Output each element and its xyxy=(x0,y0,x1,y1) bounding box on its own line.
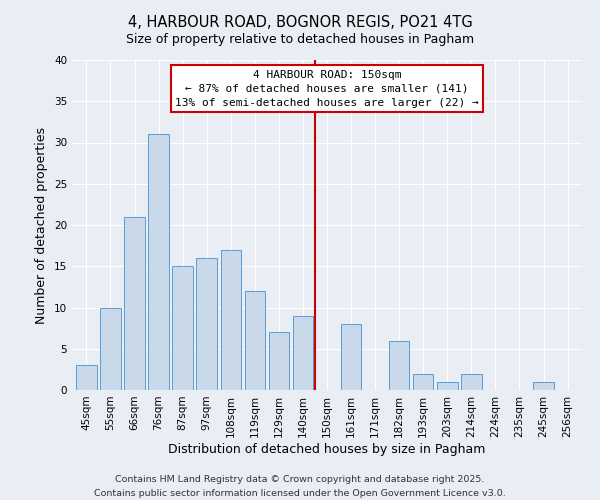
Bar xyxy=(461,374,482,390)
Y-axis label: Number of detached properties: Number of detached properties xyxy=(35,126,49,324)
Bar xyxy=(533,382,554,390)
X-axis label: Distribution of detached houses by size in Pagham: Distribution of detached houses by size … xyxy=(169,442,485,456)
Text: Size of property relative to detached houses in Pagham: Size of property relative to detached ho… xyxy=(126,32,474,46)
Bar xyxy=(245,291,265,390)
Text: 4, HARBOUR ROAD, BOGNOR REGIS, PO21 4TG: 4, HARBOUR ROAD, BOGNOR REGIS, PO21 4TG xyxy=(128,15,472,30)
Bar xyxy=(124,217,145,390)
Bar xyxy=(196,258,217,390)
Bar xyxy=(221,250,241,390)
Bar xyxy=(437,382,458,390)
Bar xyxy=(389,340,409,390)
Bar xyxy=(269,332,289,390)
Bar xyxy=(293,316,313,390)
Bar xyxy=(413,374,433,390)
Text: Contains HM Land Registry data © Crown copyright and database right 2025.
Contai: Contains HM Land Registry data © Crown c… xyxy=(94,476,506,498)
Bar xyxy=(76,365,97,390)
Bar xyxy=(148,134,169,390)
Bar xyxy=(341,324,361,390)
Bar xyxy=(172,266,193,390)
Bar xyxy=(100,308,121,390)
Text: 4 HARBOUR ROAD: 150sqm
← 87% of detached houses are smaller (141)
13% of semi-de: 4 HARBOUR ROAD: 150sqm ← 87% of detached… xyxy=(175,70,479,108)
